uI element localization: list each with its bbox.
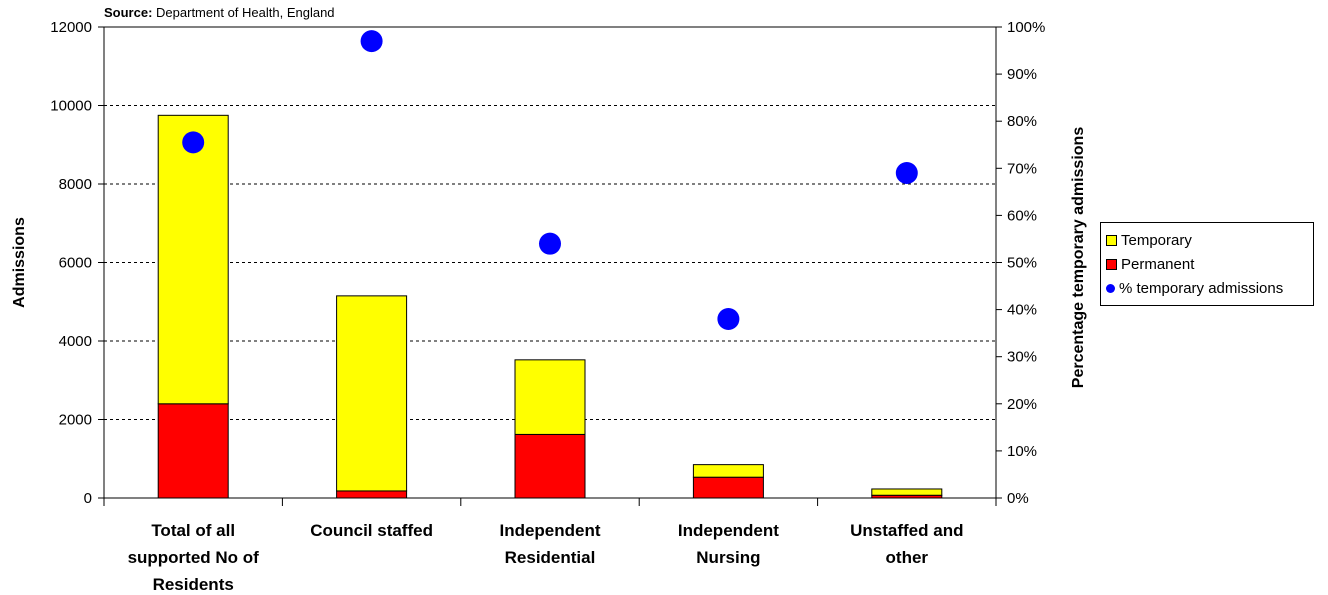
x-tick-label-line: supported No of: [128, 548, 260, 567]
pct-marker: [182, 131, 205, 154]
source-text: Department of Health, England: [156, 5, 335, 20]
y-tick-label: 6000: [59, 255, 92, 272]
y-tick-label: 0: [84, 490, 92, 507]
x-tick-label-line: Independent: [499, 521, 600, 540]
y2-tick-label: 30%: [1007, 349, 1037, 366]
source-label: Source:: [104, 5, 153, 20]
bar-permanent: [157, 403, 229, 499]
legend-swatch-temporary: [1106, 234, 1117, 246]
pct-marker: [360, 30, 383, 53]
legend-item-permanent: Permanent: [1106, 252, 1313, 276]
bar-permanent: [692, 476, 764, 499]
bar-permanent: [514, 433, 586, 499]
x-tick-label-line: Residents: [153, 575, 234, 594]
bar-temporary: [157, 114, 229, 405]
legend-marker-pct: [1106, 283, 1115, 293]
y-axis-title: Admissions: [11, 217, 28, 308]
y2-tick-label: 40%: [1007, 302, 1037, 319]
bar-permanent: [336, 490, 408, 499]
legend-item-temporary: Temporary: [1106, 228, 1313, 252]
legend-label-temporary: Temporary: [1121, 231, 1192, 249]
bar-temporary: [692, 464, 764, 478]
bar-temporary: [336, 295, 408, 492]
y2-tick-label: 60%: [1007, 207, 1037, 224]
y2-tick-label: 10%: [1007, 443, 1037, 460]
x-tick-label: Independent Nursing: [678, 521, 779, 567]
x-tick-label: Independent Residential: [499, 521, 600, 567]
y2-tick-label: 50%: [1007, 255, 1037, 272]
pct-marker: [895, 162, 918, 185]
y2-tick-label: 90%: [1007, 66, 1037, 83]
y2-tick-label: 80%: [1007, 113, 1037, 130]
pct-marker: [717, 308, 740, 331]
legend-swatch-permanent: [1106, 258, 1117, 270]
source-note: Source: Department of Health, England: [104, 5, 335, 20]
bar-temporary: [514, 359, 586, 435]
x-tick-label-line: Nursing: [696, 548, 760, 567]
x-tick-label-line: Total of all: [151, 521, 235, 540]
y2-tick-label: 0%: [1007, 490, 1029, 507]
x-tick-label-line: Residential: [505, 548, 596, 567]
x-tick-label-line: Council staffed: [310, 521, 433, 540]
y-tick-label: 4000: [59, 333, 92, 350]
y-tick-label: 12000: [50, 19, 92, 36]
x-tick-label-line: other: [886, 548, 929, 567]
y-tick-label: 2000: [59, 412, 92, 429]
y-tick-label: 8000: [59, 176, 92, 193]
x-tick-label: Total of all supported No of Residents: [128, 521, 260, 594]
legend-label-permanent: Permanent: [1121, 255, 1195, 273]
x-tick-label: Council staffed: [310, 521, 433, 540]
y2-tick-label: 20%: [1007, 396, 1037, 413]
legend-label-pct: % temporary admissions: [1119, 279, 1284, 297]
y2-tick-label: 70%: [1007, 160, 1037, 177]
bar-temporary: [871, 488, 943, 496]
y2-axis-title: Percentage temporary admissions: [1070, 127, 1087, 389]
x-tick-label: Unstaffed and other: [850, 521, 963, 567]
legend: Temporary Permanent % temporary admissio…: [1100, 222, 1314, 306]
legend-item-pct: % temporary admissions: [1106, 276, 1313, 300]
y2-tick-label: 100%: [1007, 19, 1045, 36]
x-tick-label-line: Independent: [678, 521, 779, 540]
y-tick-label: 10000: [50, 98, 92, 115]
pct-marker: [539, 232, 561, 255]
x-tick-label-line: Unstaffed and: [850, 521, 963, 540]
